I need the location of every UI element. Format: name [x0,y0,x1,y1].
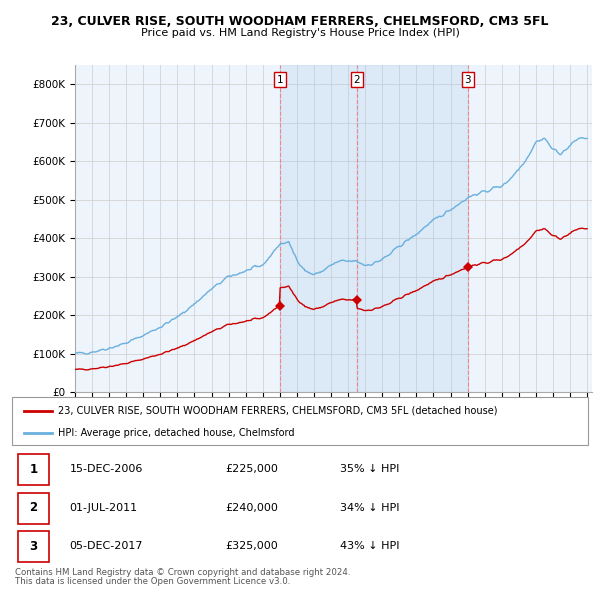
Text: 23, CULVER RISE, SOUTH WOODHAM FERRERS, CHELMSFORD, CM3 5FL: 23, CULVER RISE, SOUTH WOODHAM FERRERS, … [51,15,549,28]
Text: 35% ↓ HPI: 35% ↓ HPI [340,464,400,474]
Text: 05-DEC-2017: 05-DEC-2017 [70,541,143,551]
FancyBboxPatch shape [18,531,49,562]
Text: 1: 1 [277,75,283,85]
Text: 2: 2 [29,502,38,514]
Text: £240,000: £240,000 [225,503,278,513]
FancyBboxPatch shape [18,454,49,486]
Text: £225,000: £225,000 [225,464,278,474]
Text: Price paid vs. HM Land Registry's House Price Index (HPI): Price paid vs. HM Land Registry's House … [140,28,460,38]
Text: £325,000: £325,000 [225,541,278,551]
Text: Contains HM Land Registry data © Crown copyright and database right 2024.: Contains HM Land Registry data © Crown c… [15,568,350,576]
Bar [356,65,467,392]
Text: 23, CULVER RISE, SOUTH WOODHAM FERRERS, CHELMSFORD, CM3 5FL (detached house): 23, CULVER RISE, SOUTH WOODHAM FERRERS, … [58,405,497,415]
Text: 43% ↓ HPI: 43% ↓ HPI [340,541,400,551]
Text: 34% ↓ HPI: 34% ↓ HPI [340,503,400,513]
Text: HPI: Average price, detached house, Chelmsford: HPI: Average price, detached house, Chel… [58,428,295,438]
Text: 2: 2 [353,75,360,85]
Text: 3: 3 [29,540,38,553]
Text: This data is licensed under the Open Government Licence v3.0.: This data is licensed under the Open Gov… [15,577,290,586]
Bar [280,65,356,392]
Text: 01-JUL-2011: 01-JUL-2011 [70,503,138,513]
Text: 3: 3 [464,75,471,85]
FancyBboxPatch shape [18,493,49,524]
Text: 15-DEC-2006: 15-DEC-2006 [70,464,143,474]
Text: 1: 1 [29,463,38,476]
